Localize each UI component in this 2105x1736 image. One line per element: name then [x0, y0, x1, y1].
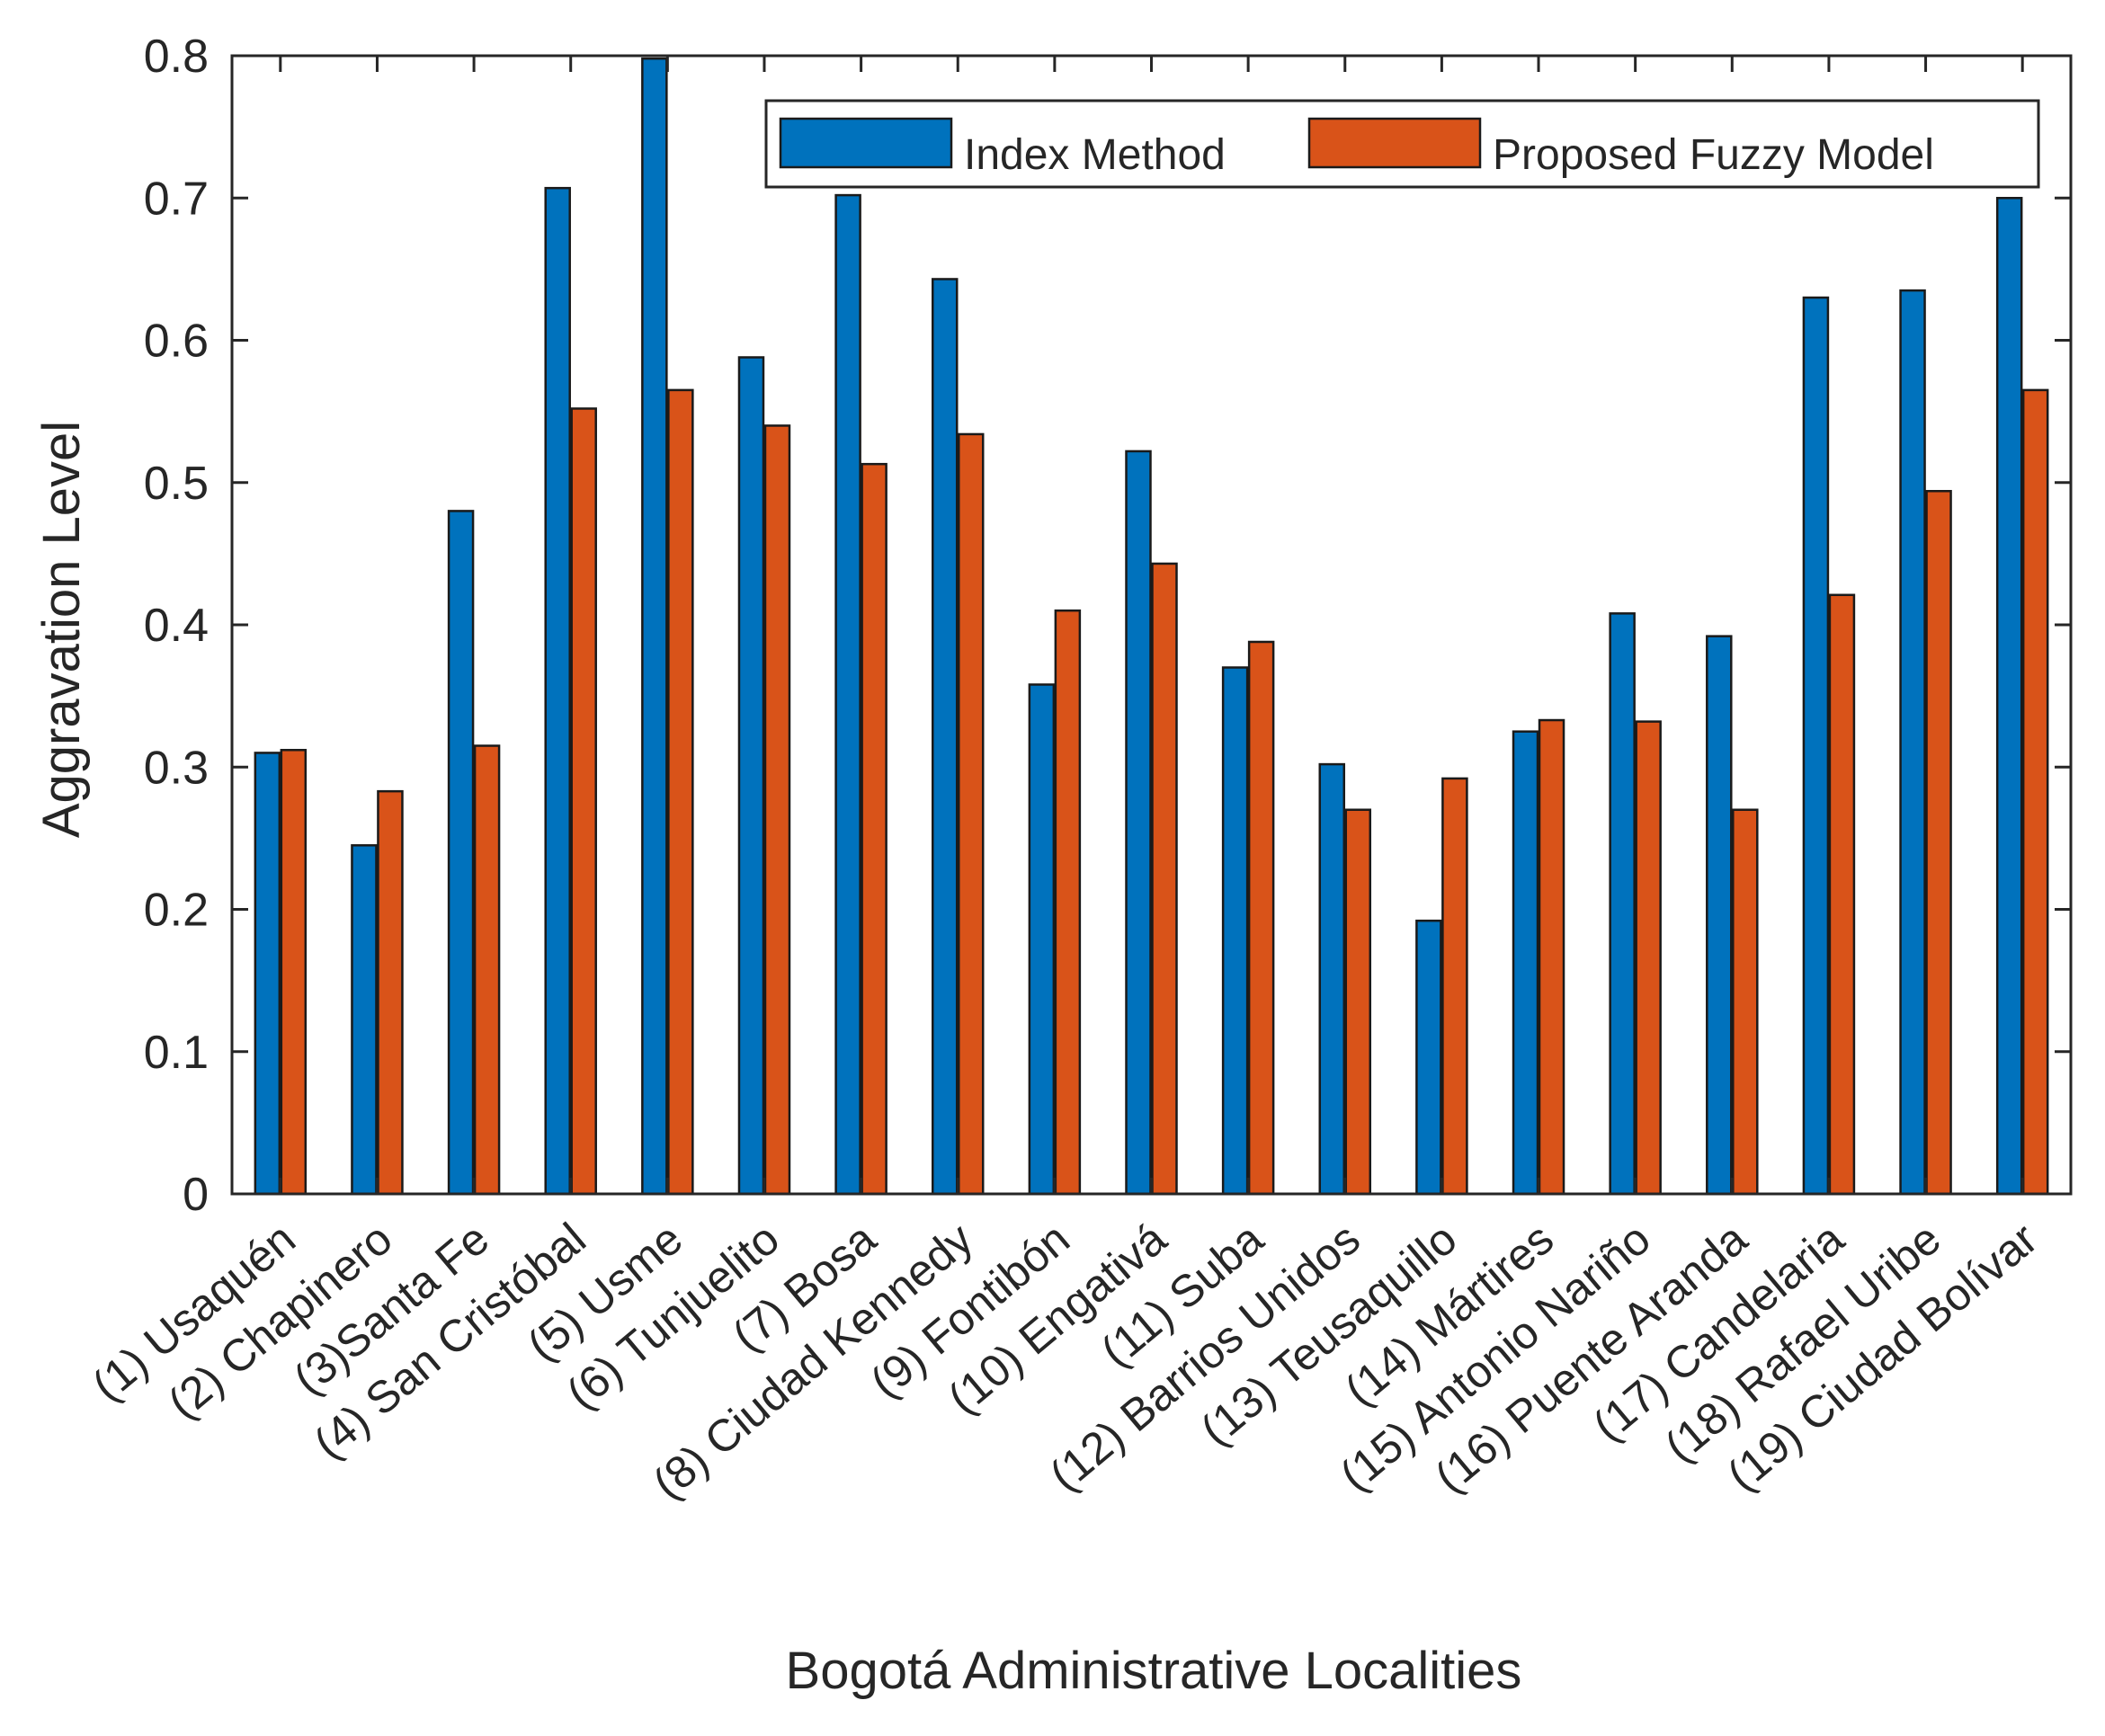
bar-index-method-1 — [254, 752, 281, 1196]
bar-index-method-12 — [1318, 762, 1346, 1196]
legend: Index Method Proposed Fuzzy Model — [764, 99, 2040, 189]
y-tick-label: 0.7 — [144, 173, 209, 225]
bar-proposed-fuzzy-model-12 — [1344, 808, 1372, 1196]
y-tick-labels: 0 0.1 0.2 0.3 0.4 0.5 0.6 0.7 0.8 — [144, 31, 209, 1221]
bar-index-method-2 — [351, 844, 378, 1196]
bar-index-method-5 — [641, 57, 668, 1196]
axes — [230, 54, 2073, 1196]
legend-swatch-proposed-fuzzy-model — [1307, 117, 1482, 169]
bar-proposed-fuzzy-model-15 — [1635, 720, 1662, 1196]
bar-index-method-7 — [834, 193, 861, 1196]
bar-proposed-fuzzy-model-19 — [2021, 388, 2049, 1196]
y-tick-label: 0 — [183, 1169, 209, 1221]
bar-proposed-fuzzy-model-16 — [1732, 808, 1759, 1196]
bar-proposed-fuzzy-model-8 — [957, 432, 985, 1196]
bar-proposed-fuzzy-model-9 — [1054, 609, 1082, 1196]
legend-swatch-index-method — [779, 117, 953, 169]
bar-proposed-fuzzy-model-18 — [1925, 489, 1952, 1196]
x-axis-title: Bogotá Administrative Localities — [786, 1642, 1522, 1700]
bars — [254, 57, 2049, 1196]
bar-proposed-fuzzy-model-4 — [570, 407, 597, 1196]
y-tick-label: 0.8 — [144, 31, 209, 83]
bar-proposed-fuzzy-model-13 — [1441, 777, 1468, 1196]
legend-label-index-method: Index Method — [964, 131, 1226, 179]
bar-proposed-fuzzy-model-7 — [861, 462, 887, 1196]
bar-proposed-fuzzy-model-3 — [473, 744, 501, 1196]
y-tick-label: 0.5 — [144, 458, 209, 510]
bar-proposed-fuzzy-model-5 — [667, 388, 694, 1196]
bar-index-method-8 — [931, 278, 959, 1196]
bar-index-method-4 — [544, 186, 571, 1196]
bar-proposed-fuzzy-model-17 — [1828, 593, 1856, 1196]
bar-index-method-9 — [1028, 683, 1056, 1196]
y-tick-label: 0.1 — [144, 1027, 209, 1079]
y-tick-label: 0.4 — [144, 600, 209, 652]
bar-index-method-3 — [447, 510, 475, 1196]
y-tick-label: 0.2 — [144, 885, 209, 937]
bar-index-method-15 — [1609, 612, 1636, 1196]
bar-index-method-13 — [1415, 919, 1442, 1196]
bar-index-method-18 — [1899, 289, 1926, 1196]
bar-index-method-11 — [1221, 666, 1249, 1196]
bar-index-method-10 — [1125, 450, 1152, 1196]
bar-index-method-6 — [737, 356, 765, 1196]
y-tick-label: 0.3 — [144, 742, 209, 794]
y-axis-title: Aggravation Level — [32, 421, 91, 838]
bar-proposed-fuzzy-model-2 — [377, 789, 404, 1196]
bar-index-method-19 — [1995, 197, 2023, 1196]
bar-proposed-fuzzy-model-14 — [1538, 718, 1565, 1196]
bar-proposed-fuzzy-model-11 — [1247, 640, 1275, 1196]
legend-label-proposed-fuzzy-model: Proposed Fuzzy Model — [1493, 131, 1934, 179]
bar-proposed-fuzzy-model-10 — [1151, 562, 1178, 1196]
bar-index-method-14 — [1512, 730, 1539, 1196]
bar-proposed-fuzzy-model-1 — [280, 749, 308, 1196]
bar-index-method-16 — [1706, 635, 1733, 1196]
bar-index-method-17 — [1802, 296, 1830, 1196]
y-tick-label: 0.6 — [144, 316, 209, 368]
x-tick-labels: (1) Usaquén(2) Chapinero(3)Santa Fe(4) S… — [83, 1213, 2047, 1509]
bar-proposed-fuzzy-model-6 — [763, 424, 791, 1196]
